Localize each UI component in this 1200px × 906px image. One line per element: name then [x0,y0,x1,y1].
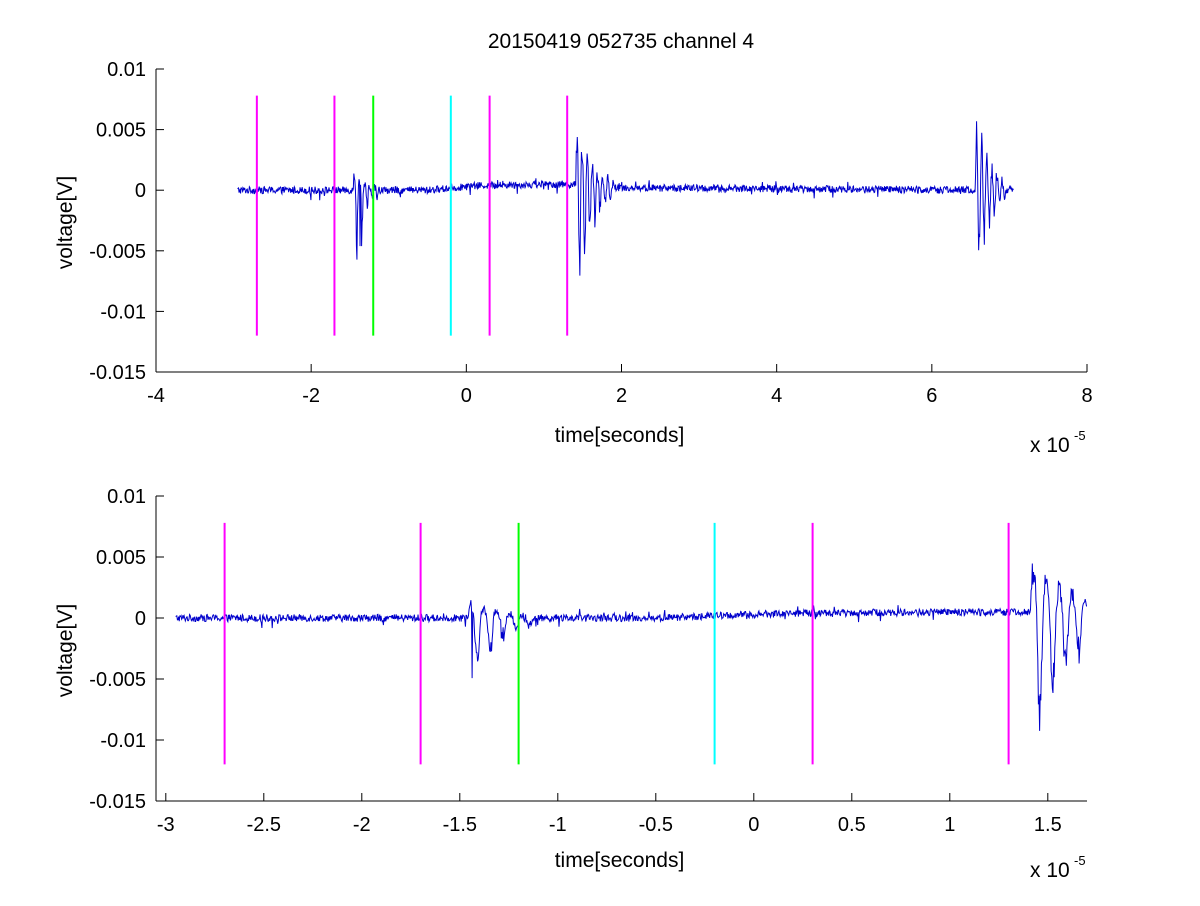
top-plot-axes: 0.01 0.005 0 -0.005 -0.01 -0.015-4 -2 0 2 4 6 8 time… [54,59,1093,457]
y-tick-label: 0 [135,608,146,630]
x-tick-label: 2 [616,385,627,407]
y-tick-label: -0.015 [89,791,146,813]
x-tick-label: -4 [147,385,165,407]
x-axis-multiplier: x 10 [1030,859,1070,882]
y-axis-label: voltage[V] [54,604,77,697]
x-tick-label: 0 [461,385,472,407]
x-tick-label: -2.5 [247,814,281,836]
x-tick-label: -0.5 [639,814,673,836]
x-tick-label: -1 [549,814,567,836]
x-axis-multiplier-exponent: -5 [1074,428,1086,443]
bottom-plot-axes: 0.01 0.005 0 -0.005 -0.01 -0.015 -3 -2.5 -2 -1.5 -… [54,486,1087,882]
x-axis-label: time[seconds] [555,424,685,447]
y-tick-label: -0.005 [89,241,146,263]
x-tick-label: 0.5 [838,814,866,836]
y-tick-label: -0.01 [100,301,146,323]
x-tick-label: -1.5 [443,814,477,836]
x-tick-label: 8 [1081,385,1092,407]
x-axis-label: time[seconds] [555,849,685,872]
y-tick-label: -0.015 [89,362,146,384]
y-tick-label: -0.005 [89,669,146,691]
voltage-trace [237,121,1014,276]
x-tick-label: -3 [157,814,175,836]
x-tick-label: 4 [771,385,782,407]
y-tick-label: 0.005 [96,120,146,142]
y-tick-label: 0.01 [107,59,146,81]
x-tick-label: 0 [748,814,759,836]
x-axis-multiplier: x 10 [1030,434,1070,457]
x-tick-label: -2 [353,814,371,836]
chart-title: 20150419 052735 channel 4 [488,30,755,53]
y-tick-label: 0.01 [107,486,146,508]
x-axis-multiplier-exponent: -5 [1074,853,1086,868]
x-tick-label: 1 [944,814,955,836]
y-tick-label: -0.01 [100,730,146,752]
x-tick-label: 1.5 [1034,814,1062,836]
y-tick-label: 0 [135,180,146,202]
x-tick-label: -2 [302,385,320,407]
voltage-trace [175,563,1087,731]
y-tick-label: 0.005 [96,547,146,569]
y-axis-label: voltage[V] [54,176,77,269]
x-tick-label: 6 [926,385,937,407]
